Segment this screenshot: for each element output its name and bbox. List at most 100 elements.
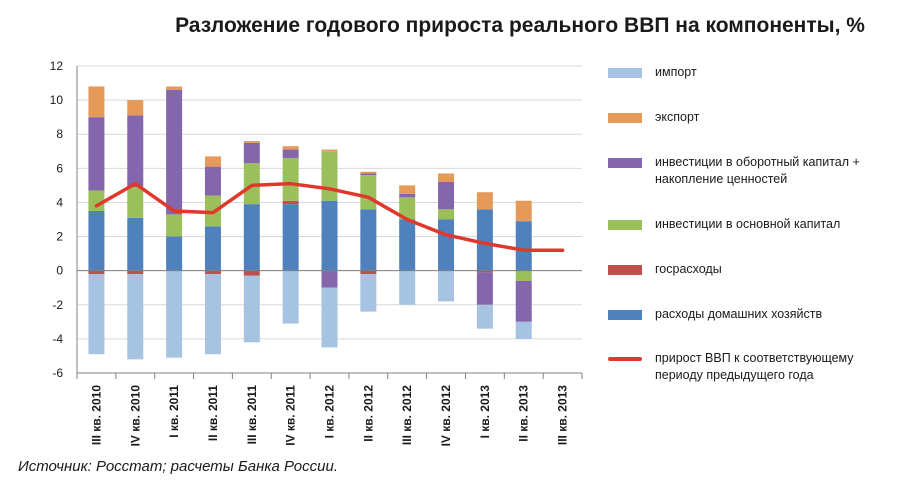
y-tick-label: 10 — [50, 93, 64, 107]
bar-segment — [204, 226, 221, 271]
source-note: Источник: Росстат; расчеты Банка России. — [18, 458, 338, 475]
legend-item: госрасходы — [608, 261, 885, 278]
bar-segment — [321, 287, 338, 348]
legend-swatch — [608, 68, 642, 78]
legend-swatch — [608, 265, 642, 275]
bar-segment — [204, 270, 221, 275]
bar-segment — [88, 274, 105, 355]
legend-label: инвестиции в оборотный капитал + накопле… — [655, 155, 860, 186]
bar-segment — [127, 274, 144, 360]
bar-segment — [127, 270, 144, 275]
bar-segment — [88, 270, 105, 275]
bar-segment — [399, 219, 416, 271]
bar-segment — [515, 321, 532, 339]
x-axis-ticks: III кв. 2010 IV кв. 2010 I кв. 2011 II кв. … — [89, 385, 569, 447]
bar-segment — [127, 115, 144, 188]
legend-swatch — [608, 220, 642, 230]
bar-segment — [282, 270, 299, 324]
bar-segment — [166, 236, 183, 271]
gdp-growth-line — [94, 181, 565, 252]
y-tick-label: 4 — [56, 195, 63, 209]
bar-segment — [243, 141, 260, 143]
bar-segment — [321, 270, 338, 288]
y-tick-label: 6 — [56, 161, 63, 175]
x-tick-label: I кв. 2013 — [478, 385, 492, 439]
bar-segment — [476, 270, 493, 273]
bar-segment — [515, 200, 532, 222]
legend-item: инвестиции в основной капитал — [608, 216, 885, 233]
bar-segment — [88, 117, 105, 191]
legend-item: импорт — [608, 64, 885, 81]
bar-segment — [399, 193, 416, 198]
bar-segment — [321, 151, 338, 201]
bar-segment — [360, 171, 377, 174]
bar-segment — [282, 200, 299, 205]
bar-segment — [166, 86, 183, 90]
bar-segment — [476, 304, 493, 329]
bar-segment — [282, 158, 299, 201]
y-tick-label: -6 — [52, 366, 63, 380]
x-tick-label: II кв. 2013 — [517, 385, 531, 442]
legend-label: прирост ВВП к соответствующему периоду п… — [655, 351, 854, 382]
y-tick-label: 12 — [50, 59, 64, 73]
bar-segment — [166, 89, 183, 215]
legend-item: инвестиции в оборотный капитал + накопле… — [608, 154, 885, 188]
bar-segment — [360, 209, 377, 271]
bar-segment — [204, 156, 221, 167]
bar-segment — [360, 173, 377, 176]
bar-segment — [399, 197, 416, 220]
legend-label: госрасходы — [655, 262, 722, 276]
legend-swatch — [608, 113, 642, 123]
bar-segment — [399, 270, 416, 305]
chart-title: Разложение годового прироста реального В… — [175, 14, 865, 37]
y-tick-label: 0 — [56, 264, 63, 278]
x-tick-label: III кв. 2012 — [400, 385, 414, 445]
legend-item: экспорт — [608, 109, 885, 126]
bar-segment — [321, 200, 338, 271]
legend-swatch — [608, 158, 642, 168]
y-tick-label: 2 — [56, 230, 63, 244]
legend-item: прирост ВВП к соответствующему периоду п… — [608, 350, 885, 384]
bar-segment — [476, 192, 493, 210]
bar-segment — [476, 209, 493, 271]
bar-segment — [88, 190, 105, 211]
y-tick-label: 8 — [56, 127, 63, 141]
bar-segment — [438, 209, 455, 220]
bar-segment — [438, 181, 455, 210]
y-tick-label: -2 — [52, 298, 63, 312]
y-axis-ticks: -6 -4 -2 0 2 4 6 8 10 12 — [50, 59, 64, 380]
bar-segment — [438, 270, 455, 302]
bars — [88, 86, 532, 360]
x-tick-label: III кв. 2013 — [556, 385, 570, 445]
bar-segment — [282, 204, 299, 271]
y-tick-label: -4 — [52, 332, 63, 346]
bar-segment — [88, 86, 105, 118]
legend-swatch — [608, 357, 642, 361]
x-tick-label: I кв. 2011 — [167, 385, 181, 438]
bar-segment — [282, 146, 299, 150]
legend-swatch — [608, 310, 642, 320]
gdp-line — [94, 181, 565, 252]
legend-label: расходы домашних хозяйств — [655, 307, 823, 321]
x-tick-label: III кв. 2010 — [89, 385, 103, 445]
bar-segment — [515, 280, 532, 322]
x-tick-label: IV кв. 2011 — [284, 385, 298, 446]
bar-segment — [360, 175, 377, 210]
legend-item: расходы домашних хозяйств — [608, 306, 885, 323]
x-tick-label: III кв. 2011 — [245, 385, 259, 445]
bar-segment — [321, 149, 338, 152]
bar-segment — [243, 270, 260, 276]
bar-segment — [282, 149, 299, 159]
bar-segment — [243, 275, 260, 343]
bar-segment — [243, 204, 260, 271]
bar-segment — [204, 166, 221, 196]
bar-segment — [360, 274, 377, 312]
bar-segment — [127, 187, 144, 218]
bar-segment — [476, 272, 493, 305]
bar-segment — [127, 100, 144, 116]
bar-segment — [438, 173, 455, 182]
bar-segment — [88, 210, 105, 271]
bar-segment — [399, 185, 416, 194]
bar-segment — [438, 219, 455, 271]
